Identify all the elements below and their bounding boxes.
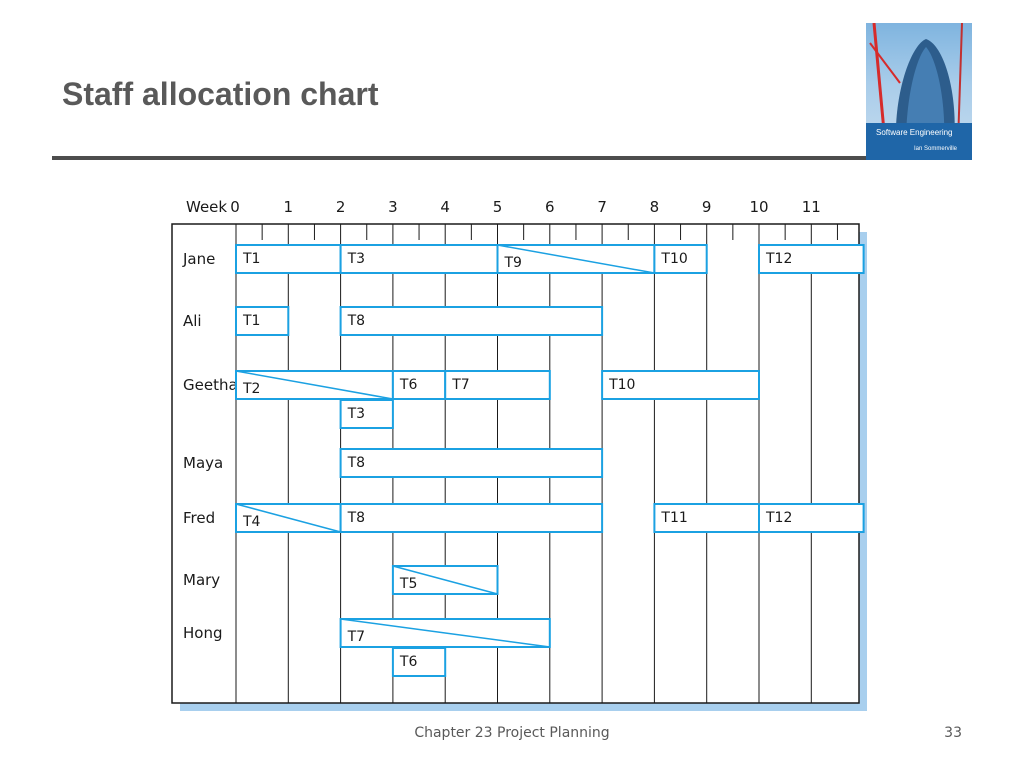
task-bar	[339, 244, 499, 274]
task-bar-diagonal	[340, 618, 550, 648]
slide-footer: Chapter 23 Project Planning	[414, 725, 610, 741]
staff-label: Ali	[183, 312, 202, 330]
book-title-band	[866, 123, 972, 160]
task-label: T9	[504, 255, 522, 271]
week-tick-label: 8	[650, 198, 660, 216]
task-label: T6	[399, 654, 418, 670]
task-label: T8	[347, 510, 365, 526]
week-tick-label: 5	[493, 198, 503, 216]
week-tick-label: 4	[440, 198, 450, 216]
tower-illustration	[869, 23, 963, 154]
slide-title: Staff allocation chart	[62, 76, 379, 112]
task-label: T3	[347, 406, 365, 422]
task-bar	[601, 370, 760, 400]
staff-label: Fred	[183, 509, 215, 527]
staff-label: Jane	[182, 250, 215, 268]
title-divider	[52, 156, 972, 160]
week-tick-label: 3	[388, 198, 398, 216]
task-bar	[339, 306, 604, 336]
week-tick-label: 11	[802, 198, 821, 216]
task-label: T2	[242, 381, 260, 397]
task-bar	[444, 370, 551, 400]
book-cover-image: Software Engineering Ian Sommerville	[866, 23, 972, 160]
week-tick-label: 6	[545, 198, 555, 216]
week-tick-label: 1	[284, 198, 294, 216]
task-bar	[339, 448, 604, 478]
week-tick-label: 7	[597, 198, 607, 216]
task-bar-diagonal	[497, 244, 655, 274]
task-label: T5	[399, 576, 417, 592]
week-tick-label: 9	[702, 198, 712, 216]
book-author: Ian Sommerville	[914, 146, 958, 152]
task-bar	[339, 503, 604, 533]
task-label: T11	[660, 510, 687, 526]
task-bar	[339, 399, 394, 429]
task-label: T8	[347, 313, 365, 329]
task-label: T7	[347, 629, 365, 645]
x-axis-label: Week	[186, 198, 227, 216]
week-tick-label: 10	[749, 198, 768, 216]
task-bar-diagonal	[392, 565, 498, 595]
task-bar	[391, 647, 447, 677]
task-bar	[758, 244, 865, 274]
task-bar	[391, 370, 447, 400]
task-bar	[235, 306, 290, 336]
task-label: T6	[399, 377, 418, 393]
staff-label: Maya	[183, 454, 223, 472]
task-label: T8	[347, 455, 365, 471]
task-bar-diagonal	[235, 503, 341, 533]
staff-label: Hong	[183, 624, 223, 642]
task-label: T10	[660, 251, 687, 267]
task-label: T3	[347, 251, 365, 267]
page-number: 33	[944, 725, 962, 741]
task-label: T1	[242, 313, 260, 329]
task-label: T12	[765, 510, 792, 526]
task-bar-diagonal	[235, 370, 394, 400]
task-bar	[758, 503, 865, 533]
task-label: T10	[608, 377, 635, 393]
task-label: T7	[451, 377, 469, 393]
staff-label: Geetha	[183, 376, 238, 394]
task-bar	[653, 244, 708, 274]
task-label: T4	[242, 514, 261, 530]
week-tick-label: 2	[336, 198, 346, 216]
task-bar	[235, 244, 342, 274]
book-title: Software Engineering	[876, 128, 953, 137]
task-label: T1	[242, 251, 260, 267]
staff-label: Mary	[183, 571, 220, 589]
task-label: T12	[765, 251, 792, 267]
week-tick-label: 0	[230, 198, 240, 216]
